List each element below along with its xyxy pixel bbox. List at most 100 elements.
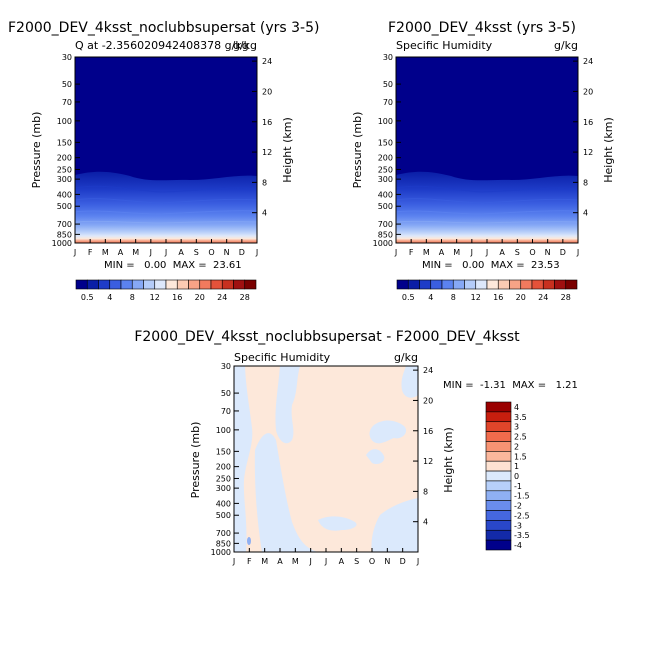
y-right-tick-label: 12 [583, 148, 593, 157]
colorbar-swatch [565, 279, 578, 290]
x-tick-label: F [247, 557, 252, 566]
y-tick-label: 100 [216, 426, 231, 435]
x-tick-label: S [194, 248, 199, 257]
y-tick-label: 200 [57, 154, 72, 163]
colorbar-label: 3.5 [514, 413, 527, 422]
y-right-tick-label: 8 [423, 487, 428, 496]
y-tick-label: 1000 [52, 239, 72, 248]
panel-3: F2000_DEV_4ksst_noclubbsupersat - F2000_… [134, 329, 578, 566]
y-right-tick-label: 20 [262, 87, 272, 96]
y-tick-label: 100 [57, 117, 72, 126]
y-right-tick-label: 20 [583, 87, 593, 96]
colorbar-label: 24 [538, 293, 548, 302]
panel-2-ylabel: Pressure (mb) [351, 112, 364, 189]
colorbar-swatch [430, 279, 443, 290]
y-tick-label: 150 [57, 138, 72, 147]
x-tick-label: O [529, 248, 535, 257]
x-tick-label: M [292, 557, 299, 566]
colorbar-label: 28 [561, 293, 571, 302]
y-tick-label: 100 [378, 117, 393, 126]
colorbar-swatch [542, 279, 555, 290]
colorbar-swatch [485, 510, 512, 521]
x-tick-label: A [499, 248, 505, 257]
panel-1-title: F2000_DEV_4ksst_noclubbsupersat (yrs 3-5… [8, 20, 319, 36]
x-tick-label: J [73, 248, 76, 257]
x-tick-label: J [416, 557, 419, 566]
panel-3-title: F2000_DEV_4ksst_noclubbsupersat - F2000_… [134, 329, 520, 345]
y-tick-label: 250 [216, 474, 231, 483]
colorbar-swatch [520, 279, 533, 290]
panel-1-ylabel-right: Height (km) [281, 117, 294, 183]
colorbar-label: -1.5 [514, 492, 530, 501]
x-tick-label: N [545, 248, 551, 257]
colorbar-swatch [485, 411, 512, 423]
y-tick-label: 400 [57, 190, 72, 199]
panel-2-y-ticks-right: 24 20 16 12 8 4 [573, 57, 593, 218]
y-right-tick-label: 12 [423, 457, 433, 466]
y-right-tick-label: 8 [583, 178, 588, 187]
y-right-tick-label: 16 [262, 118, 272, 127]
colorbar-swatch [131, 279, 144, 290]
colorbar-label: 0 [514, 472, 519, 481]
x-tick-label: J [255, 248, 258, 257]
colorbar-swatch [485, 539, 512, 551]
colorbar-swatch [176, 279, 189, 290]
y-right-tick-label: 4 [423, 518, 428, 527]
y-tick-label: 70 [221, 407, 231, 416]
colorbar-swatch [188, 279, 201, 290]
y-tick-label: 500 [216, 511, 231, 520]
colorbar-swatch [199, 279, 212, 290]
panel-3-ylabel: Pressure (mb) [189, 422, 202, 499]
colorbar-label: 20 [516, 293, 526, 302]
colorbar-swatch [407, 279, 420, 290]
colorbar-label: 1 [514, 462, 519, 471]
x-tick-label: O [208, 248, 214, 257]
colorbar-label: 8 [451, 293, 456, 302]
panel-1-subtitle: Q at -2.356020942408378 g/kg [75, 39, 249, 52]
y-tick-label: 300 [378, 175, 393, 184]
x-tick-label: F [409, 248, 414, 257]
colorbar-label: 2.5 [514, 433, 527, 442]
panel-3-negative-region [318, 516, 357, 531]
y-tick-label: 70 [383, 98, 393, 107]
colorbar-label: 24 [217, 293, 227, 302]
x-tick-label: M [132, 248, 139, 257]
panel-1-colorbar: 0.5 4 8 12 16 20 24 28 [75, 279, 257, 302]
colorbar-label: 4 [107, 293, 112, 302]
y-right-tick-label: 12 [262, 148, 272, 157]
colorbar-swatch [120, 279, 133, 290]
x-tick-label: J [394, 248, 397, 257]
panel-2-colorbar: 0.5 4 8 12 16 20 24 28 [396, 279, 578, 302]
y-right-tick-label: 16 [423, 427, 433, 436]
colorbar-swatch [485, 529, 512, 541]
panel-2-humidity-field [396, 171, 578, 243]
panel-3-subtitle: Specific Humidity [234, 351, 331, 364]
colorbar-label: -4 [514, 541, 522, 550]
y-tick-label: 250 [57, 165, 72, 174]
panel-2-subtitle: Specific Humidity [396, 39, 493, 52]
panel-1-ylabel: Pressure (mb) [30, 112, 43, 189]
colorbar-label: 4 [428, 293, 433, 302]
colorbar-swatch [485, 500, 512, 511]
x-tick-label: J [576, 248, 579, 257]
colorbar-swatch [396, 279, 409, 290]
y-tick-label: 700 [216, 529, 231, 538]
colorbar-label: 1.5 [514, 452, 527, 461]
colorbar-swatch [109, 279, 122, 290]
colorbar-swatch [165, 279, 178, 290]
panel-3-negative-region [234, 366, 253, 552]
y-right-tick-label: 16 [583, 118, 593, 127]
panel-2: F2000_DEV_4ksst (yrs 3-5) Specific Humid… [351, 20, 615, 302]
panel-3-negative-region [369, 420, 407, 444]
y-tick-label: 500 [378, 202, 393, 211]
colorbar-swatch [485, 441, 512, 452]
colorbar-label: 16 [172, 293, 182, 302]
y-right-tick-label: 24 [423, 366, 433, 375]
panel-3-negative-region [401, 366, 418, 398]
colorbar-swatch [154, 279, 167, 290]
y-tick-label: 300 [216, 484, 231, 493]
panel-3-colorbar: 43.532.521.510-1-1.5-2-2.5-3-3.5-4 [485, 401, 530, 551]
colorbar-label: 8 [130, 293, 135, 302]
